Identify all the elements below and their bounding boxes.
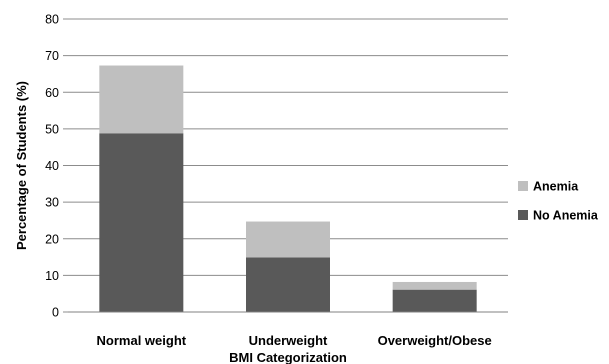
y-tick-label: 20 (45, 232, 59, 246)
bar-no-anemia (99, 133, 184, 312)
category-label: Normal weight (97, 333, 187, 348)
bar-anemia (246, 221, 330, 258)
bars (99, 65, 477, 312)
bar-anemia (392, 281, 477, 290)
bar-no-anemia (246, 257, 330, 312)
y-tick-label: 80 (45, 13, 59, 27)
y-tick-label: 50 (45, 122, 59, 136)
category-label: Overweight/Obese (378, 333, 492, 348)
legend-swatch (518, 181, 528, 191)
legend: Anemia No Anemia (518, 180, 599, 223)
legend-label: Anemia (533, 180, 579, 194)
bar-no-anemia (392, 289, 477, 312)
legend-label: No Anemia (533, 209, 599, 223)
x-axis-title: BMI Categorization (229, 350, 347, 364)
y-tick-label: 60 (45, 86, 59, 100)
y-axis-title: Percentage of Students (%) (14, 81, 29, 250)
y-tick-label: 70 (45, 49, 59, 63)
y-tick-label: 30 (45, 196, 59, 210)
y-tick-label: 0 (52, 306, 59, 320)
category-label: Underweight (249, 333, 328, 348)
y-tick-label: 10 (45, 269, 59, 283)
category-labels: Normal weight Underweight Overweight/Obese (97, 333, 492, 348)
y-tick-label: 40 (45, 159, 59, 173)
y-tick-labels: 0 10 20 30 40 50 60 70 80 (45, 13, 59, 320)
bar-anemia (99, 65, 184, 134)
legend-swatch (518, 210, 528, 220)
